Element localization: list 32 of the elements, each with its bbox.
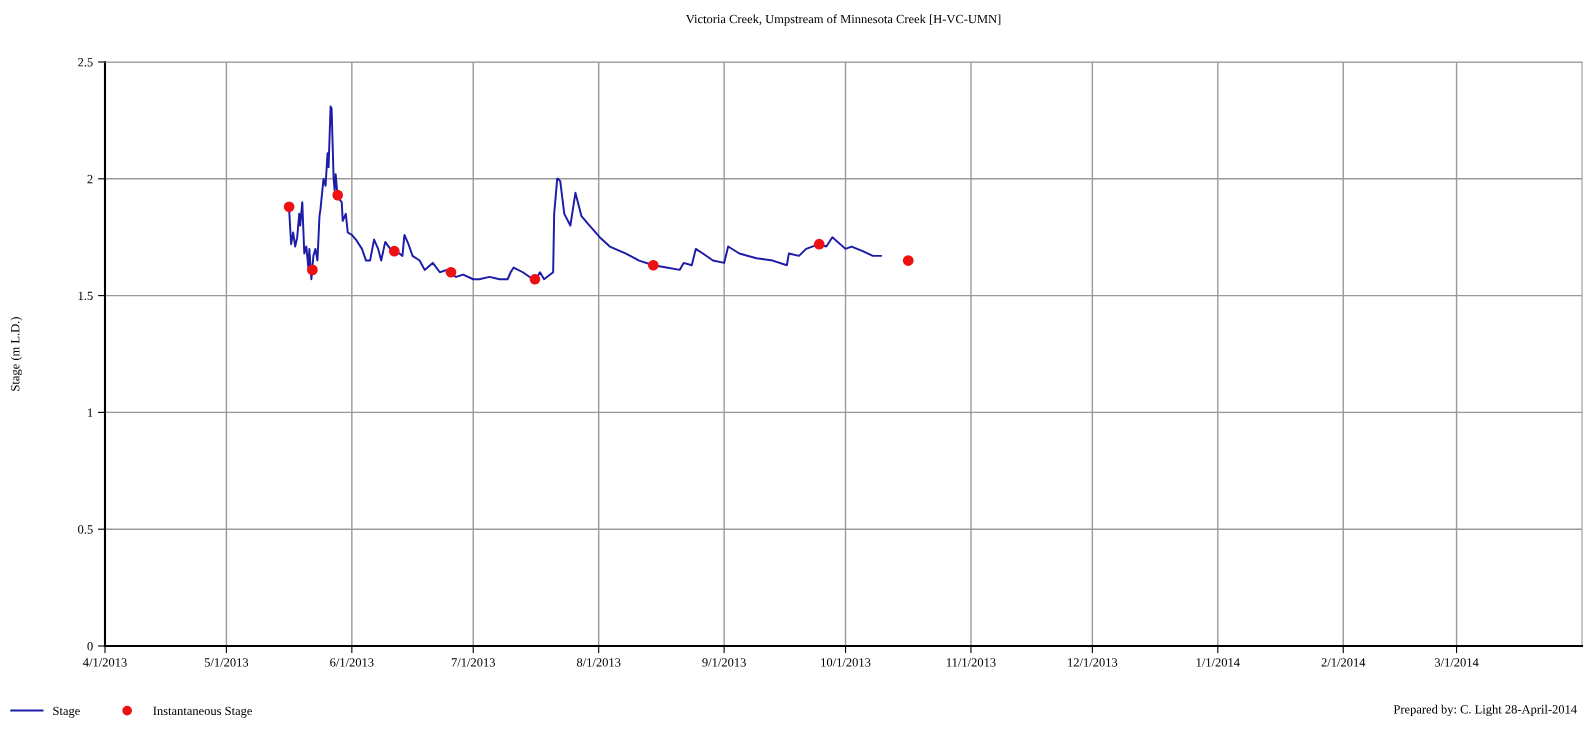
point	[332, 189, 344, 201]
x-tick-label: 7/1/2013	[451, 658, 495, 667]
legend-label: Stage	[53, 706, 80, 718]
y-tick-label: 1	[88, 408, 93, 417]
x-tick-label: 11/1/2013	[946, 658, 996, 667]
x-tick-label: 12/1/2013	[1068, 658, 1118, 667]
y-tick-label: 0.5	[78, 525, 93, 534]
x-tick-label: 10/1/2013	[821, 658, 871, 667]
point	[647, 259, 659, 271]
y-tick-label: 2.5	[78, 58, 93, 67]
x-tick-label: 6/1/2013	[330, 658, 374, 667]
y-axis-title: Stage (m L.D.)	[10, 317, 23, 391]
chart-title: Victoria Creek, Umpstream of Minnesota Creek [H-VC-UMN]	[685, 14, 1001, 26]
point	[445, 266, 457, 278]
y-tick-label: 1.5	[78, 291, 93, 301]
x-tick-label: 4/1/2013	[83, 658, 127, 667]
point	[529, 273, 541, 285]
x-tick-label: 2/1/2014	[1321, 658, 1366, 667]
x-tick-label: 3/1/2014	[1434, 658, 1479, 667]
point	[283, 201, 295, 213]
x-tick-label: 5/1/2013	[204, 658, 249, 667]
y-tick-label: 2	[87, 174, 93, 184]
text: Prepared by: C. Light 28-April-2014	[1393, 704, 1577, 717]
point	[813, 238, 825, 250]
x-tick-label: 1/1/2014	[1196, 658, 1240, 667]
x-tick-label: 8/1/2013	[576, 658, 621, 667]
point	[902, 255, 914, 266]
x-tick-label: 9/1/2013	[702, 658, 746, 667]
legend-label: Instantaneous Stage	[153, 706, 252, 718]
point	[307, 264, 318, 276]
point	[388, 245, 400, 257]
y-tick-label: 0	[87, 642, 93, 651]
